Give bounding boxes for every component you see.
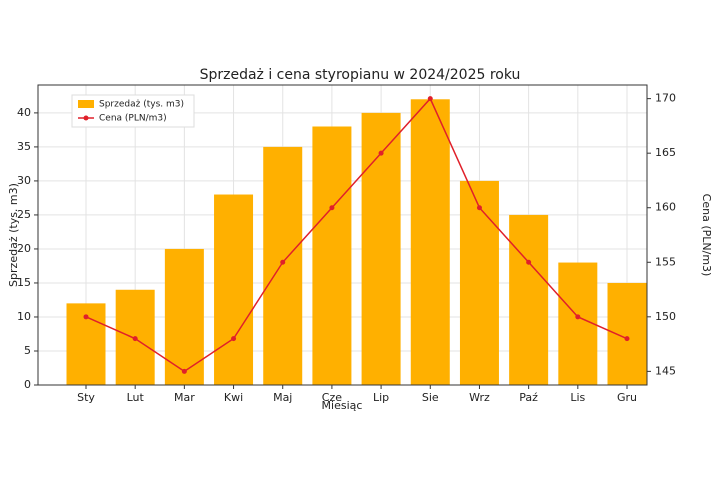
line-point xyxy=(526,259,532,265)
y2-axis-label: Cena (PLN/m3) xyxy=(700,194,713,277)
line-point xyxy=(231,336,237,342)
line-point xyxy=(427,96,433,102)
y-tick-label: 20 xyxy=(17,242,31,255)
y-tick-label: 5 xyxy=(24,344,31,357)
x-tick-label: Paź xyxy=(519,391,538,404)
y-axis-label: Sprzedaż (tys. m3) xyxy=(7,183,20,287)
y2-tick-label: 170 xyxy=(655,92,676,105)
line-point xyxy=(132,336,138,342)
line-point xyxy=(83,314,89,320)
bar xyxy=(410,99,450,386)
x-tick-label: Gru xyxy=(617,391,637,404)
y-tick-label: 30 xyxy=(17,174,31,187)
bar xyxy=(361,112,401,385)
y2-tick-label: 145 xyxy=(655,364,676,377)
y2-tick-label: 160 xyxy=(655,201,676,214)
x-tick-label: Lut xyxy=(127,391,145,404)
y-tick-label: 0 xyxy=(24,378,31,391)
legend: Sprzedaż (tys. m3) Cena (PLN/m3) xyxy=(71,94,195,128)
x-tick-label: Cze xyxy=(322,391,342,404)
x-tick-label: Lis xyxy=(570,391,585,404)
y-tick-label: 40 xyxy=(17,106,31,119)
bar xyxy=(214,194,254,385)
line-point xyxy=(280,259,286,265)
x-tick-label: Sie xyxy=(422,391,439,404)
y2-tick-label: 165 xyxy=(655,146,676,159)
legend-label: Cena (PLN/m3) xyxy=(99,114,167,124)
y2-tick-label: 150 xyxy=(655,310,676,323)
bar xyxy=(164,248,204,385)
bar xyxy=(558,262,598,385)
bar xyxy=(459,180,499,385)
bar xyxy=(312,126,352,386)
x-tick-label: Mar xyxy=(174,391,195,404)
line xyxy=(85,97,628,373)
line-point xyxy=(329,205,335,211)
bar xyxy=(263,146,303,385)
plot-frame xyxy=(37,84,648,386)
line-point xyxy=(624,336,630,342)
chart-title: Sprzedaż i cena styropianu w 2024/2025 r… xyxy=(200,67,521,83)
x-tick-label: Maj xyxy=(273,391,292,404)
y-tick-label: 15 xyxy=(17,276,31,289)
x-tick-label: Sty xyxy=(77,391,95,404)
bar xyxy=(509,214,549,385)
y2-tick-label: 155 xyxy=(655,255,676,268)
y-tick-label: 10 xyxy=(17,310,31,323)
legend-swatch xyxy=(78,100,94,108)
line-point xyxy=(575,314,581,320)
x-tick-label: Kwi xyxy=(224,391,243,404)
y-tick-label: 25 xyxy=(17,208,31,221)
x-tick-label: Wrz xyxy=(469,391,490,404)
legend-label: Sprzedaż (tys. m3) xyxy=(99,100,184,110)
line-point xyxy=(476,205,482,211)
y-tick-label: 35 xyxy=(17,140,31,153)
line-point xyxy=(181,368,187,374)
legend-swatch-point xyxy=(83,115,89,121)
line-point xyxy=(378,150,384,156)
bar xyxy=(607,282,647,385)
x-axis-label: Miesiąc xyxy=(322,399,363,412)
x-tick-label: Lip xyxy=(373,391,389,404)
